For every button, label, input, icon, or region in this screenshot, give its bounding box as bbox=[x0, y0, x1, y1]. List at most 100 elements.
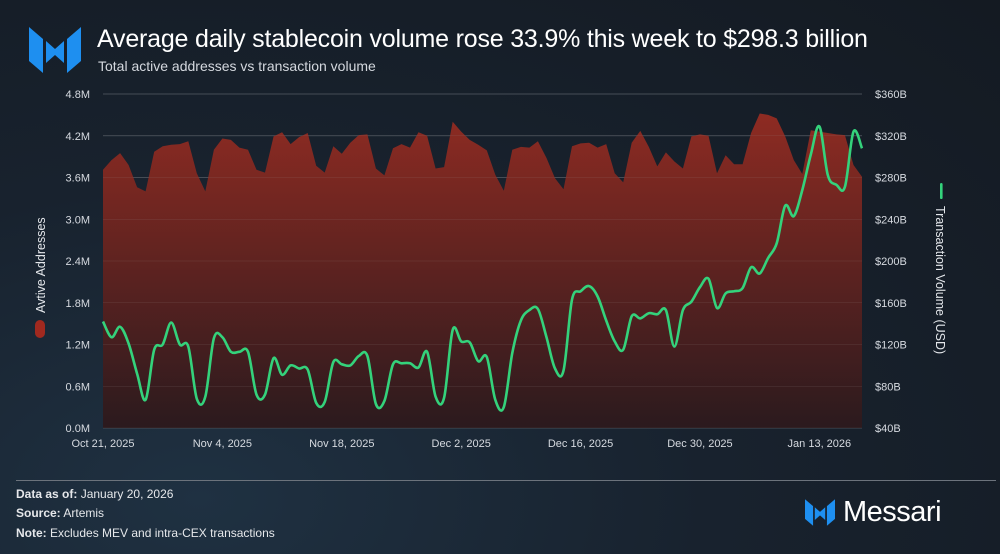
active-addresses-point bbox=[460, 130, 463, 133]
active-addresses-point bbox=[246, 148, 249, 151]
transaction-volume-line bbox=[101, 124, 864, 412]
transaction-volume-point bbox=[553, 367, 556, 370]
transaction-volume-point bbox=[212, 337, 215, 340]
footer-note: Note: Excludes MEV and intra-CEX transac… bbox=[16, 526, 275, 540]
transaction-volume-point bbox=[272, 357, 275, 360]
active-addresses-point bbox=[281, 131, 284, 134]
active-addresses-point bbox=[792, 159, 795, 162]
active-addresses-point bbox=[383, 174, 386, 177]
footer-data-as-of: Data as of: January 20, 2026 bbox=[16, 487, 173, 501]
transaction-volume-point bbox=[698, 286, 701, 289]
active-addresses-point bbox=[323, 171, 326, 174]
active-addresses-point bbox=[775, 117, 778, 120]
active-addresses-point bbox=[494, 173, 497, 176]
transaction-volume-point bbox=[801, 189, 804, 192]
left-y-tick-label: 1.2M bbox=[66, 340, 90, 352]
active-addresses-point bbox=[588, 141, 591, 144]
active-addresses-point bbox=[716, 172, 719, 175]
messari-logo-icon bbox=[29, 27, 81, 73]
transaction-volume-point bbox=[843, 185, 846, 188]
transaction-volume-point bbox=[835, 183, 838, 186]
messari-brand-icon bbox=[805, 499, 835, 526]
transaction-volume-point bbox=[409, 362, 412, 365]
x-tick-label: Oct 21, 2025 bbox=[72, 438, 135, 450]
chart: 0.0M 0.6M 1.2M 1.8M 2.4M 3.0M 3.6M 4.2M 4.8M $40… bbox=[34, 89, 947, 450]
transaction-volume-point bbox=[426, 350, 429, 353]
active-addresses-point bbox=[229, 138, 232, 141]
red-pill-swatch-icon bbox=[35, 320, 45, 338]
active-addresses-point bbox=[801, 173, 804, 176]
active-addresses-point bbox=[545, 157, 548, 160]
transaction-volume-point bbox=[468, 341, 471, 344]
transaction-volume-point bbox=[323, 400, 326, 403]
transaction-volume-point bbox=[357, 354, 360, 357]
left-y-tick-label: 3.6M bbox=[66, 173, 90, 185]
active-addresses-area bbox=[103, 113, 862, 428]
data-as-of-value: January 20, 2026 bbox=[80, 487, 174, 501]
transaction-volume-point bbox=[349, 364, 352, 367]
active-addresses-point bbox=[843, 134, 846, 137]
transaction-volume-point bbox=[707, 277, 710, 280]
active-addresses-point bbox=[332, 145, 335, 148]
active-addresses-point bbox=[741, 163, 744, 166]
transaction-volume-point bbox=[195, 397, 198, 400]
transaction-volume-point bbox=[178, 343, 181, 346]
transaction-volume-point bbox=[664, 309, 667, 312]
transaction-volume-point bbox=[741, 287, 744, 290]
left-y-tick-label: 0.6M bbox=[66, 381, 90, 393]
source-label: Source: bbox=[16, 506, 61, 520]
right-y-tick-label: $360B bbox=[875, 89, 907, 101]
active-addresses-point bbox=[374, 167, 377, 170]
active-addresses-point bbox=[119, 152, 122, 155]
transaction-volume-point bbox=[119, 325, 122, 328]
left-y-tick-label: 4.8M bbox=[66, 89, 90, 101]
transaction-volume-point bbox=[460, 340, 463, 343]
active-addresses-point bbox=[443, 166, 446, 169]
active-addresses-point bbox=[784, 135, 787, 138]
active-addresses-point bbox=[221, 137, 224, 140]
right-y-tick-label: $280B bbox=[875, 173, 907, 185]
left-y-tick-label: 1.8M bbox=[66, 298, 90, 310]
x-tick-label: Nov 18, 2025 bbox=[309, 438, 374, 450]
active-addresses-point bbox=[571, 145, 574, 148]
transaction-volume-point bbox=[809, 153, 812, 156]
active-addresses-point bbox=[102, 168, 105, 171]
transaction-volume-point bbox=[238, 350, 241, 353]
active-addresses-point bbox=[349, 141, 352, 144]
active-addresses-point bbox=[298, 136, 301, 139]
transaction-volume-point bbox=[187, 345, 190, 348]
active-addresses-point bbox=[178, 143, 181, 146]
active-addresses-point bbox=[630, 141, 633, 144]
transaction-volume-point bbox=[289, 364, 292, 367]
transaction-volume-point bbox=[613, 340, 616, 343]
left-axis-legend: Avtive Addresses bbox=[34, 217, 48, 338]
footer-source: Source: Artemis bbox=[16, 506, 104, 520]
active-addresses-point bbox=[289, 143, 292, 146]
note-value: Excludes MEV and intra-CEX transactions bbox=[50, 526, 275, 540]
active-addresses-point bbox=[707, 134, 710, 137]
active-addresses-point bbox=[110, 159, 113, 162]
transaction-volume-point bbox=[110, 336, 113, 339]
transaction-volume-point bbox=[545, 336, 548, 339]
transaction-volume-point bbox=[656, 313, 659, 316]
active-addresses-point bbox=[212, 148, 215, 151]
active-addresses-point bbox=[690, 135, 693, 138]
active-addresses-point bbox=[409, 146, 412, 149]
left-axis-title: Avtive Addresses bbox=[34, 217, 48, 313]
transaction-volume-point bbox=[681, 309, 684, 312]
active-addresses-point bbox=[818, 130, 821, 133]
transaction-volume-point bbox=[767, 256, 770, 259]
active-addresses-point bbox=[204, 190, 207, 193]
active-addresses-point bbox=[553, 177, 556, 180]
x-tick-label: Jan 13, 2026 bbox=[788, 438, 852, 450]
active-addresses-point bbox=[127, 163, 130, 166]
right-y-tick-label: $160B bbox=[875, 298, 907, 310]
x-tick-label: Dec 2, 2025 bbox=[432, 438, 491, 450]
transaction-volume-point bbox=[826, 174, 829, 177]
transaction-volume-point bbox=[630, 315, 633, 318]
note-label: Note: bbox=[16, 526, 47, 540]
active-addresses-point bbox=[357, 134, 360, 137]
active-addresses-point bbox=[698, 133, 701, 136]
active-addresses-point bbox=[468, 138, 471, 141]
active-addresses-point bbox=[485, 149, 488, 152]
